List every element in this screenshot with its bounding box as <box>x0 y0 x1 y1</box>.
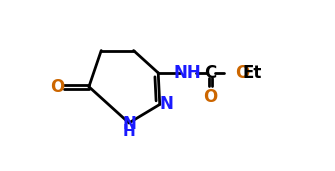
Text: Et: Et <box>242 64 262 82</box>
Text: NH: NH <box>174 64 201 82</box>
Text: C: C <box>204 64 217 82</box>
Text: H: H <box>123 124 135 139</box>
Text: N: N <box>160 95 174 113</box>
Text: O: O <box>203 88 218 106</box>
Text: N: N <box>122 115 136 133</box>
Text: O: O <box>50 78 64 96</box>
Text: O: O <box>235 64 250 82</box>
